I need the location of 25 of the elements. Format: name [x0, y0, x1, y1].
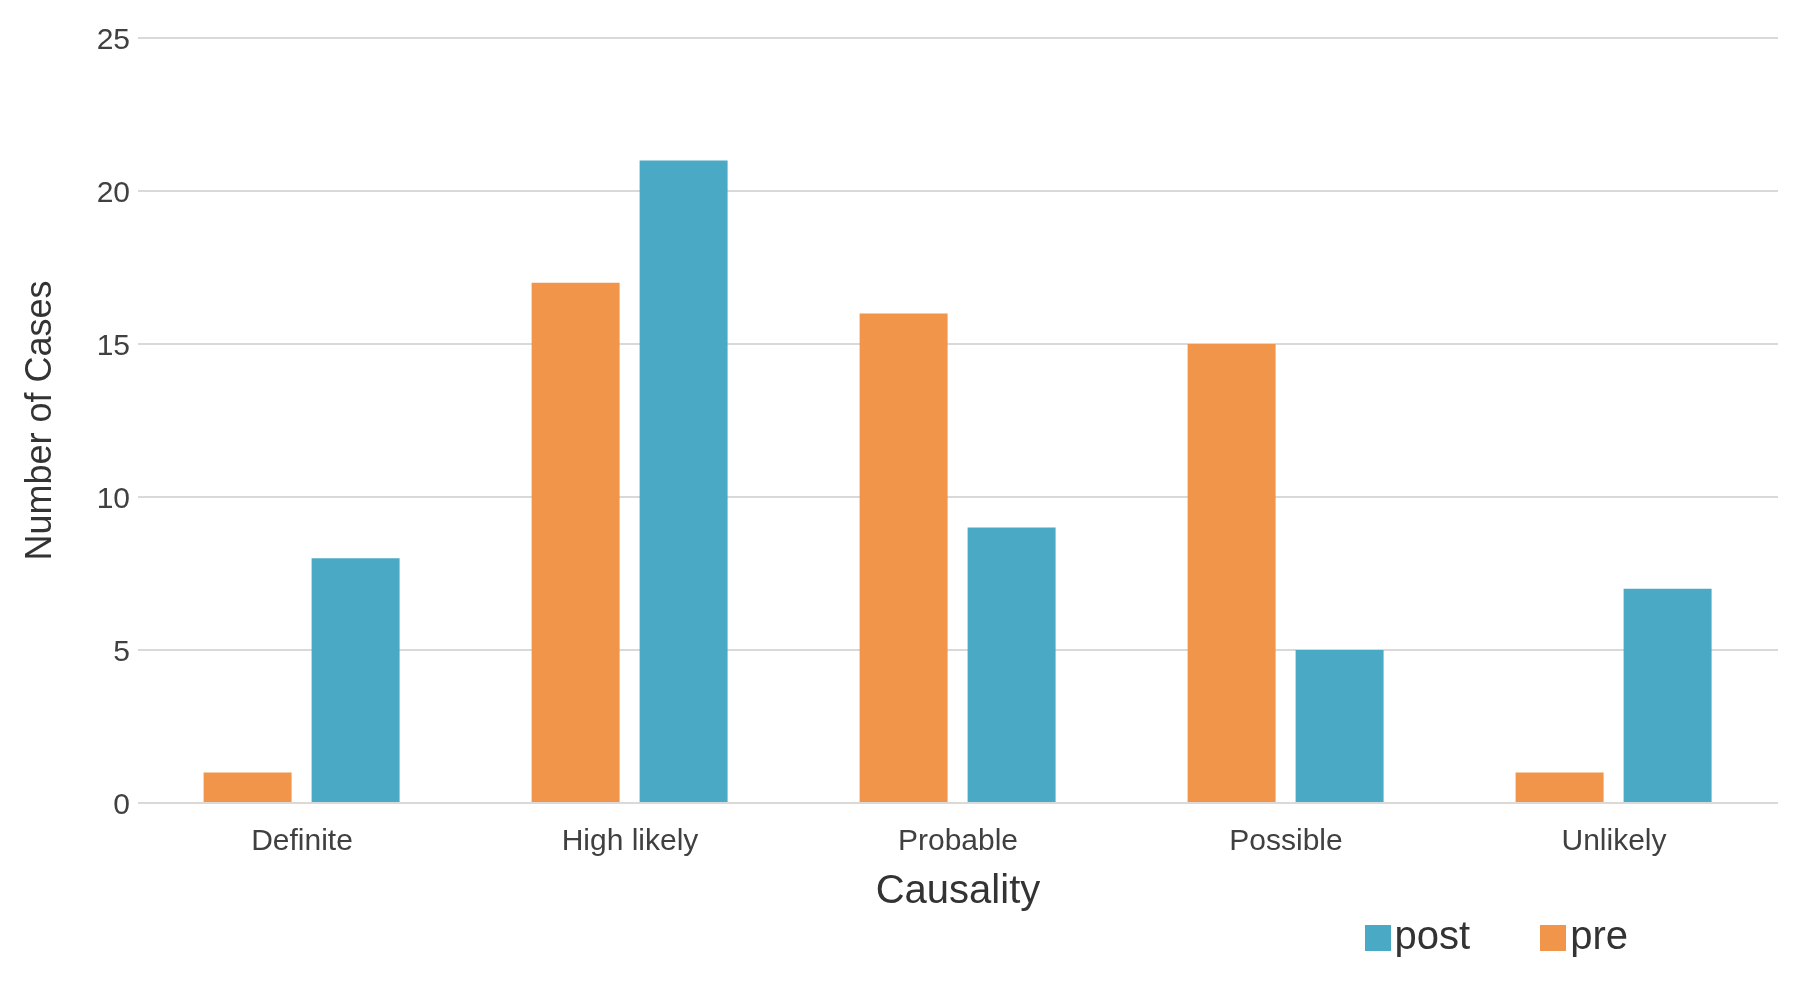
x-tick-label: Definite — [251, 823, 353, 857]
x-tick-label: Probable — [897, 823, 1019, 857]
y-tick-label: 0 — [113, 786, 130, 820]
legend-label: pre — [1570, 913, 1628, 957]
y-tick-label: 20 — [96, 174, 130, 208]
y-axis-title: Number of Cases — [17, 280, 59, 561]
y-tick-label: 25 — [96, 21, 130, 55]
bar — [639, 160, 728, 803]
x-tick-label: High likely — [561, 823, 699, 857]
bar — [1187, 344, 1276, 803]
y-tick-label: 15 — [96, 327, 130, 361]
x-tick-label: Unlikely — [1561, 823, 1667, 857]
bar — [967, 527, 1056, 803]
bar — [531, 282, 620, 803]
bar — [859, 313, 948, 803]
bar — [1623, 588, 1712, 803]
bar — [311, 558, 400, 803]
x-tick-label: Possible — [1229, 823, 1343, 857]
bar — [203, 772, 292, 803]
y-tick-label: 5 — [113, 633, 130, 667]
bar — [1515, 772, 1604, 803]
x-axis-title: Causality — [875, 867, 1041, 911]
y-tick-label: 10 — [96, 480, 130, 514]
bar — [1295, 650, 1384, 803]
legend-label: post — [1394, 913, 1471, 957]
